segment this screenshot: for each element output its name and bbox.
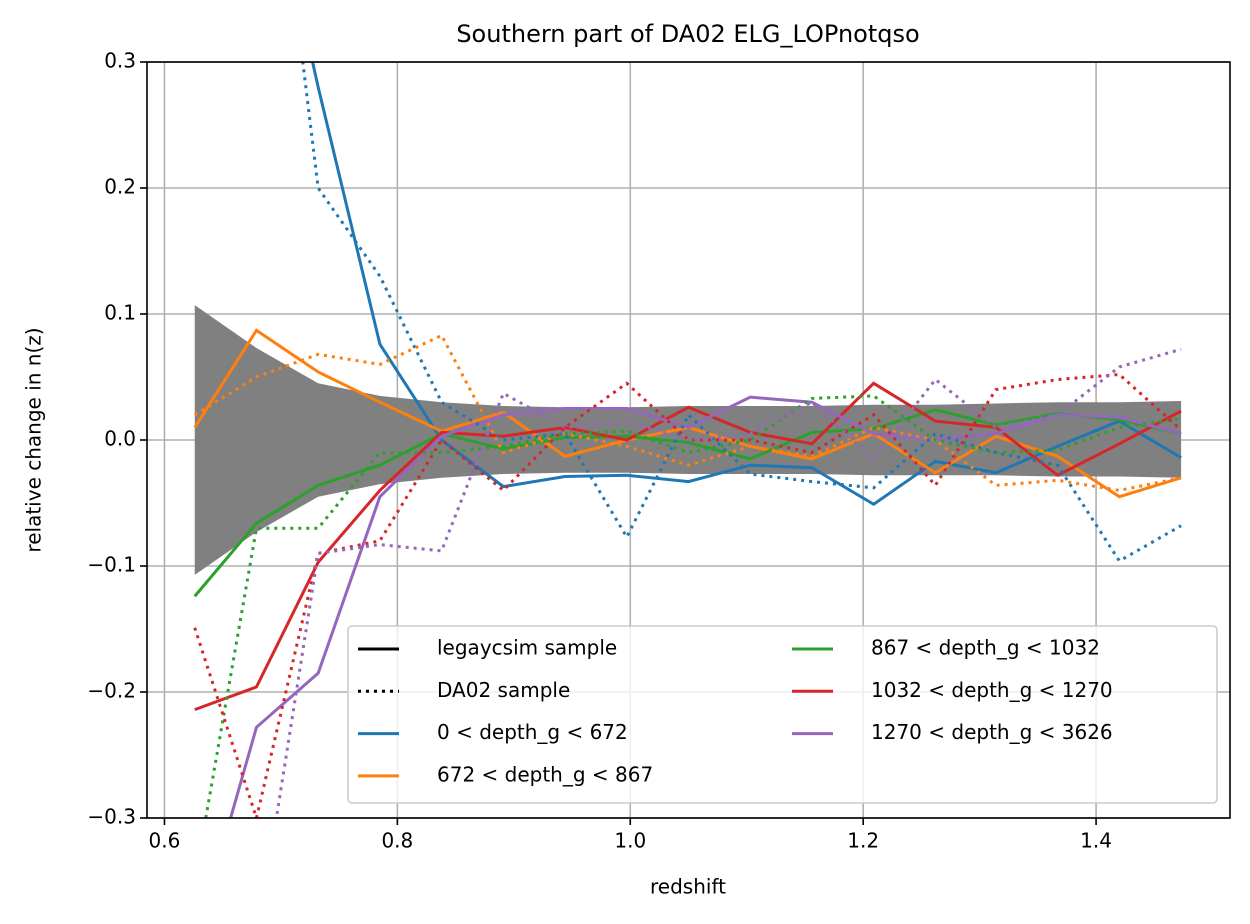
legend-label: 867 < depth_g < 1032 bbox=[871, 636, 1100, 660]
y-tick-label: 0.3 bbox=[104, 49, 136, 73]
series-line bbox=[311, 62, 1182, 507]
x-tick-label: 1.0 bbox=[614, 829, 646, 853]
y-tick-label: 0.1 bbox=[104, 301, 136, 325]
series-line bbox=[194, 381, 1182, 712]
y-tick-label: −0.1 bbox=[87, 553, 136, 577]
legend-label: 0 < depth_g < 672 bbox=[437, 720, 628, 744]
series-line bbox=[193, 408, 1182, 598]
legend-label: legaycsim sample bbox=[437, 636, 617, 660]
x-tick-label: 0.8 bbox=[381, 829, 413, 853]
x-axis-label: redshift bbox=[650, 875, 726, 899]
y-tick-label: −0.2 bbox=[87, 679, 136, 703]
y-tick-label: 0.0 bbox=[104, 427, 136, 451]
legend-label: 1032 < depth_g < 1270 bbox=[871, 678, 1113, 702]
legend-label: 672 < depth_g < 867 bbox=[437, 762, 653, 786]
y-tick-label: 0.2 bbox=[104, 175, 136, 199]
series-line bbox=[193, 372, 1183, 818]
plot-frame bbox=[146, 61, 1231, 819]
y-axis-label: relative change in n(z) bbox=[22, 327, 46, 552]
x-tick-label: 1.2 bbox=[847, 829, 879, 853]
series-line bbox=[274, 347, 1182, 818]
series-line bbox=[229, 395, 1182, 818]
legend-label: DA02 sample bbox=[437, 678, 570, 702]
x-tick-label: 0.6 bbox=[149, 829, 181, 853]
chart-title: Southern part of DA02 ELG_LOPnotqso bbox=[456, 20, 919, 48]
legend-label: 1270 < depth_g < 3626 bbox=[871, 720, 1113, 744]
y-tick-label: −0.3 bbox=[87, 805, 136, 829]
plot-area bbox=[193, 62, 1183, 818]
series-line bbox=[193, 333, 1182, 492]
legend-box bbox=[347, 625, 1218, 804]
x-tick-label: 1.4 bbox=[1080, 829, 1112, 853]
